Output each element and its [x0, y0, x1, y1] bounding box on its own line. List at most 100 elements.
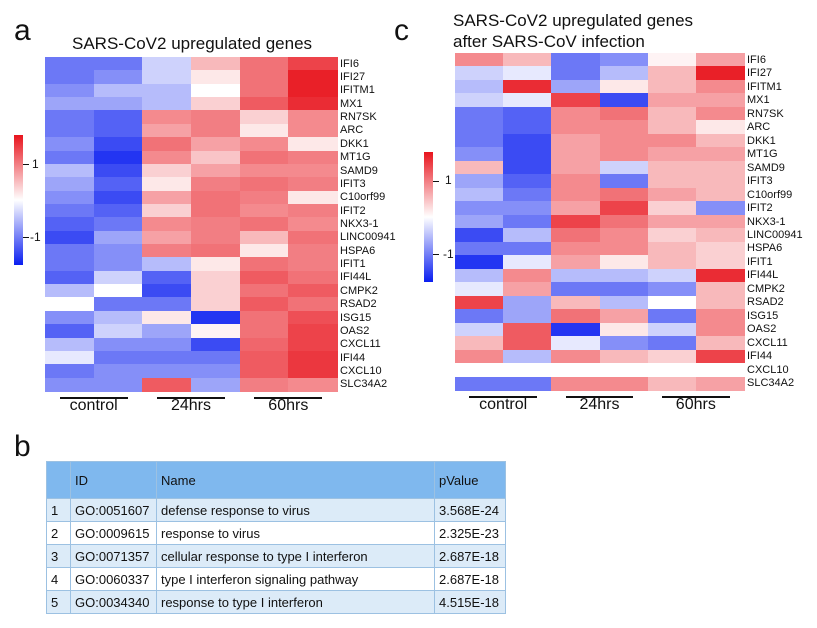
heatmap-cell — [695, 228, 745, 243]
heatmap-cell — [239, 110, 290, 125]
heatmap-cell — [142, 244, 193, 259]
row-pvalue: 4.515E-18 — [434, 590, 506, 614]
gene-label: OAS2 — [340, 324, 370, 337]
heatmap-cell — [455, 174, 504, 189]
heatmap-cell — [695, 53, 745, 67]
panel-b-letter: b — [14, 430, 31, 463]
heatmap-cell — [142, 230, 193, 245]
heatmap-cell — [551, 241, 601, 256]
gene-label: NKX3-1 — [340, 218, 379, 230]
heatmap-cell — [551, 363, 601, 378]
heatmap-cell — [45, 297, 95, 312]
heatmap-cell — [695, 309, 745, 324]
heatmap-cell — [93, 284, 144, 299]
header-name: Name — [156, 461, 435, 499]
heatmap-cell — [599, 241, 649, 256]
row-index: 3 — [46, 544, 71, 568]
gene-label: IFIT2 — [340, 204, 366, 217]
group-bracket — [254, 397, 323, 399]
group-label: control — [479, 396, 528, 413]
gene-label: NKX3-1 — [747, 215, 786, 228]
heatmap-cell — [45, 137, 95, 152]
heatmap-cell — [45, 70, 95, 85]
heatmap-cell — [93, 350, 144, 365]
heatmap-cell — [142, 163, 193, 178]
heatmap-cell — [288, 163, 339, 178]
row-go-id: GO:0034340 — [70, 590, 157, 614]
heatmap-cell — [551, 309, 601, 324]
heatmap-cell — [191, 350, 241, 365]
gene-label: CXCL10 — [747, 363, 789, 376]
heatmap-cell — [647, 268, 697, 283]
table-row: 4 GO:0060337 type I interferon signaling… — [46, 567, 506, 591]
gene-label: IFI44 — [340, 351, 366, 364]
gene-label: CXCL11 — [747, 336, 788, 349]
heatmap-cell — [191, 83, 241, 98]
heatmap-cell — [191, 297, 241, 312]
heatmap-cell — [695, 160, 745, 175]
heatmap-cell — [503, 336, 553, 351]
heatmap-cell — [695, 322, 745, 337]
heatmap-cell — [647, 282, 697, 297]
heatmap-cell — [455, 241, 504, 256]
heatmap-cell — [455, 349, 504, 364]
heatmap-cell — [239, 97, 290, 112]
heatmap-cell — [599, 268, 649, 283]
heatmap-cell — [599, 309, 649, 324]
heatmap-cell — [599, 66, 649, 81]
heatmap-cell — [239, 70, 290, 85]
heatmap-cell — [551, 120, 601, 135]
heatmap-cell — [647, 201, 697, 216]
gene-label: ISG15 — [340, 311, 372, 324]
heatmap-cell — [695, 187, 745, 202]
heatmap-cell — [288, 177, 339, 192]
group-label: 24hrs — [170, 397, 211, 414]
heatmap-cell — [455, 93, 504, 108]
heatmap-cell — [647, 322, 697, 337]
heatmap-cell — [455, 147, 504, 162]
heatmap-cell — [551, 336, 601, 351]
heatmap-cell — [45, 83, 95, 98]
gene-label: IFIT3 — [340, 177, 366, 190]
heatmap-cell — [503, 268, 553, 283]
heatmap-cell — [695, 133, 745, 148]
heatmap-cell — [45, 57, 95, 71]
heatmap-cell — [455, 79, 504, 94]
heatmap-cell — [503, 106, 553, 121]
gene-label: DKK1 — [747, 134, 776, 147]
heatmap-cell — [647, 187, 697, 202]
gene-label: HSPA6 — [747, 242, 783, 255]
colorbar-c-label-low: -1 — [443, 247, 454, 261]
heatmap-cell — [191, 377, 241, 392]
heatmap-cell — [93, 310, 144, 325]
heatmap-cell — [503, 201, 553, 216]
heatmap-cell — [93, 244, 144, 259]
heatmap-cell — [142, 337, 193, 352]
heatmap-cell — [191, 137, 241, 152]
heatmap-cell — [45, 150, 95, 165]
heatmap-cell — [551, 133, 601, 148]
heatmap-cell — [503, 66, 553, 81]
group-label: 24hrs — [579, 396, 620, 413]
heatmap-cell — [142, 364, 193, 379]
heatmap-cell — [503, 147, 553, 162]
heatmap-cell — [239, 137, 290, 152]
gene-label: ISG15 — [747, 309, 779, 322]
heatmap-cell — [503, 120, 553, 135]
heatmap-cell — [695, 214, 745, 229]
heatmap-cell — [695, 106, 745, 121]
heatmap-cell — [45, 110, 95, 125]
heatmap-cell — [455, 228, 504, 243]
heatmap-cell — [288, 150, 339, 165]
heatmap-cell — [455, 363, 504, 378]
heatmap-cell — [695, 79, 745, 94]
heatmap-cell — [455, 187, 504, 202]
heatmap-cell — [142, 377, 193, 392]
heatmap-cell — [288, 377, 339, 392]
heatmap-cell — [551, 282, 601, 297]
heatmap-cell — [599, 214, 649, 229]
heatmap-cell — [45, 364, 95, 379]
gene-label: RN7SK — [747, 107, 784, 120]
colorbar-a-tick-low — [23, 237, 29, 238]
heatmap-cell — [551, 66, 601, 81]
